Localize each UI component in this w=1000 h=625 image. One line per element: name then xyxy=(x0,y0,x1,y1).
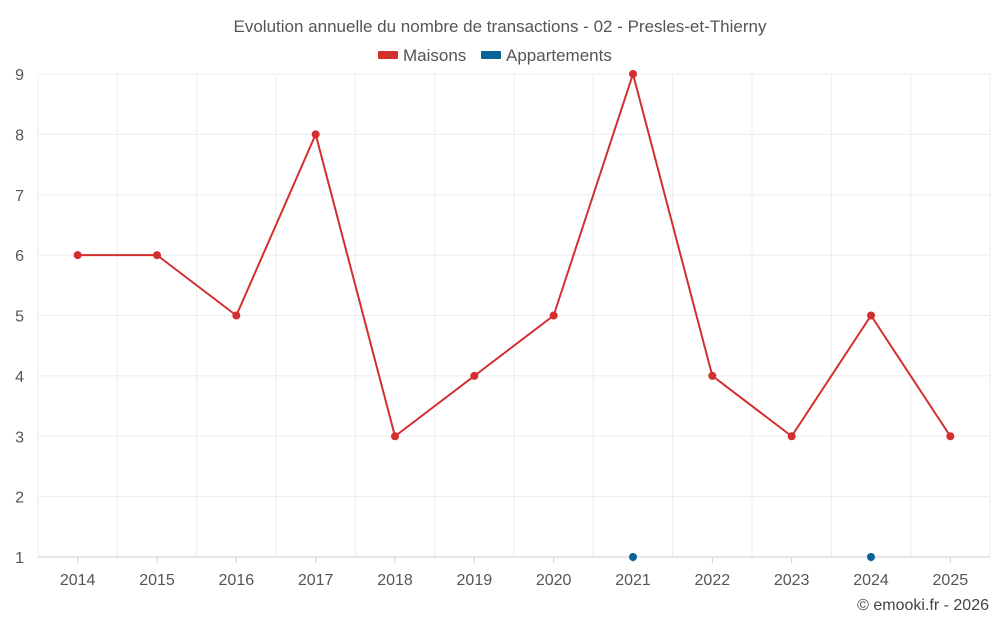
data-point-appartements-2024 xyxy=(867,553,875,561)
legend-label-appartements[interactable]: Appartements xyxy=(506,46,612,65)
legend-label-maisons[interactable]: Maisons xyxy=(403,46,466,65)
x-tick-label: 2019 xyxy=(457,572,493,589)
data-point-maisons-2017 xyxy=(311,130,320,139)
data-point-maisons-2022 xyxy=(708,371,717,380)
data-point-maisons-2019 xyxy=(470,371,479,380)
y-axis: 1 2 3 4 5 6 7 8 9 xyxy=(15,67,24,567)
y-tick-label: 9 xyxy=(15,67,24,84)
x-tick-label: 2020 xyxy=(536,572,572,589)
y-tick-label: 1 xyxy=(15,550,24,567)
x-tick-label: 2014 xyxy=(60,572,96,589)
data-point-maisons-2015 xyxy=(153,251,161,260)
x-tick-label: 2024 xyxy=(853,572,889,589)
legend-swatch-maisons xyxy=(378,51,398,59)
x-axis: 2014 2015 2016 2017 2018 2019 2020 2021 2022 2023… xyxy=(60,557,968,589)
y-tick-label: 4 xyxy=(15,369,24,386)
x-tick-label: 2023 xyxy=(774,572,810,589)
data-point-maisons-2018 xyxy=(391,432,399,441)
legend-swatch-appartements xyxy=(481,51,501,59)
x-tick-label: 2015 xyxy=(139,572,175,589)
credit-text: © emooki.fr - 2026 xyxy=(857,597,989,614)
y-tick-label: 8 xyxy=(15,127,24,144)
y-tick-label: 2 xyxy=(15,490,24,507)
data-point-maisons-2023 xyxy=(787,432,796,441)
x-tick-label: 2021 xyxy=(615,572,651,589)
y-tick-label: 6 xyxy=(15,248,24,265)
x-tick-label: 2025 xyxy=(933,572,969,589)
y-tick-label: 3 xyxy=(15,429,24,446)
data-point-appartements-2021 xyxy=(629,553,637,561)
x-tick-label: 2022 xyxy=(695,572,731,589)
data-point-maisons-2016 xyxy=(232,311,241,320)
y-tick-label: 5 xyxy=(15,309,24,326)
data-point-maisons-2021 xyxy=(629,70,637,78)
chart-title: Evolution annuelle du nombre de transact… xyxy=(234,17,767,36)
series-line-maisons xyxy=(77,73,952,438)
data-point-maisons-2025 xyxy=(946,432,955,441)
data-point-maisons-2020 xyxy=(549,311,558,320)
y-tick-label: 7 xyxy=(15,188,24,205)
grid xyxy=(37,73,991,558)
series-layer xyxy=(73,70,955,561)
x-tick-label: 2018 xyxy=(377,572,413,589)
legend[interactable]: Maisons Appartements xyxy=(378,46,612,65)
x-tick-label: 2017 xyxy=(298,572,334,589)
data-point-maisons-2014 xyxy=(73,251,82,260)
x-tick-label: 2016 xyxy=(219,572,255,589)
data-point-maisons-2024 xyxy=(867,311,875,320)
